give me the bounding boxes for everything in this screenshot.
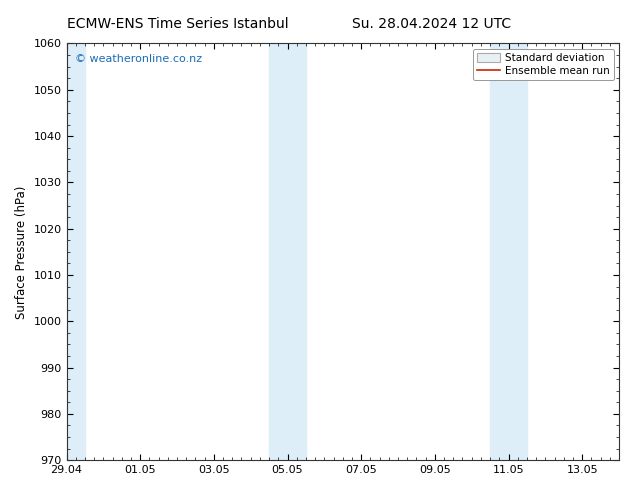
Y-axis label: Surface Pressure (hPa): Surface Pressure (hPa): [15, 185, 28, 318]
Legend: Standard deviation, Ensemble mean run: Standard deviation, Ensemble mean run: [472, 49, 614, 80]
Text: © weatheronline.co.nz: © weatheronline.co.nz: [75, 54, 202, 64]
Text: ECMW-ENS Time Series Istanbul: ECMW-ENS Time Series Istanbul: [67, 17, 288, 31]
Bar: [67, 44, 85, 460]
Bar: [490, 44, 508, 460]
Bar: [288, 44, 306, 460]
Bar: [508, 44, 527, 460]
Bar: [269, 44, 288, 460]
Text: Su. 28.04.2024 12 UTC: Su. 28.04.2024 12 UTC: [352, 17, 510, 31]
